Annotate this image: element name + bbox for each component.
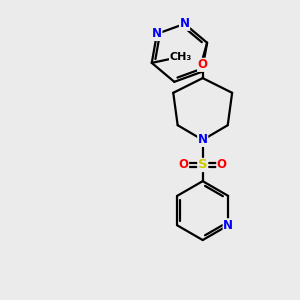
Text: N: N xyxy=(180,17,190,30)
Text: O: O xyxy=(198,58,208,71)
Text: N: N xyxy=(198,134,208,146)
Text: N: N xyxy=(223,219,233,232)
Text: O: O xyxy=(217,158,227,172)
Text: S: S xyxy=(198,158,208,172)
Text: O: O xyxy=(178,158,189,172)
Text: CH₃: CH₃ xyxy=(169,52,192,62)
Text: N: N xyxy=(152,27,162,40)
